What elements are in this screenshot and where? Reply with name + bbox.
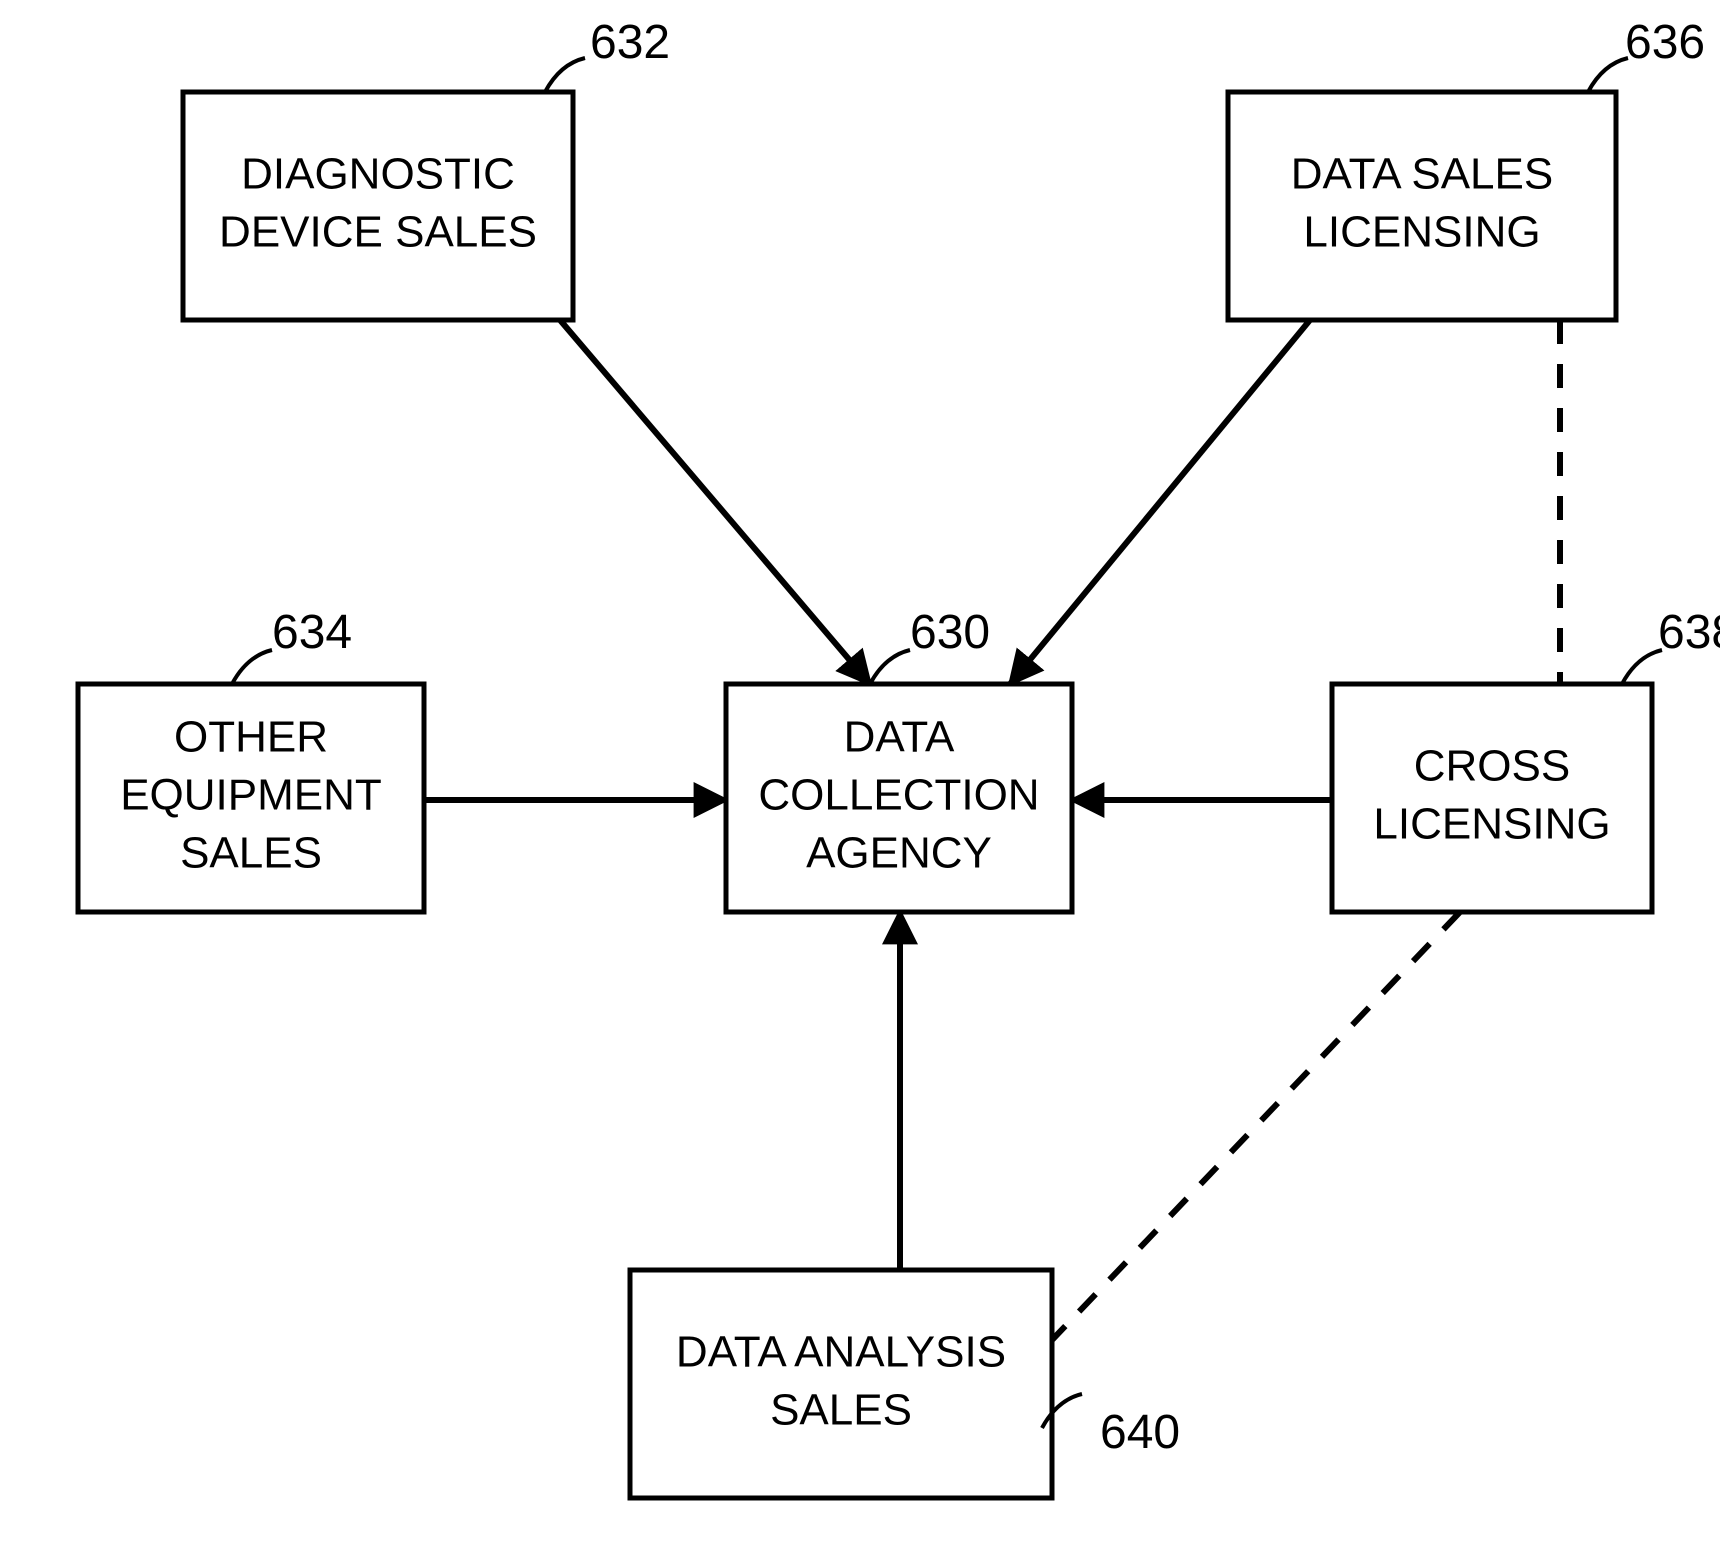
node-n638: CROSS LICENSING 638 <box>1332 606 1720 912</box>
ref-number: 632 <box>590 16 670 69</box>
node-label-line: COLLECTION <box>758 771 1039 820</box>
node-box <box>630 1270 1052 1498</box>
node-n630: DATA COLLECTION AGENCY 630 <box>726 606 1072 912</box>
ref-leader <box>1588 58 1628 92</box>
flowchart-diagram: DATA COLLECTION AGENCY 630 DIAGNOSTIC DEVICE … <box>0 0 1720 1552</box>
ref-leader <box>232 650 272 684</box>
ref-number: 636 <box>1625 16 1705 69</box>
ref-leader <box>545 58 585 92</box>
node-label-line: DATA SALES <box>1291 150 1553 199</box>
node-label-line: DATA ANALYSIS <box>676 1328 1006 1377</box>
node-n634: OTHER EQUIPMENT SALES 634 <box>78 606 424 912</box>
edge-n638-n640 <box>1052 912 1460 1340</box>
nodes-layer: DATA COLLECTION AGENCY 630 DIAGNOSTIC DEVICE … <box>78 16 1720 1498</box>
node-label-line: OTHER <box>174 713 328 762</box>
node-label-line: LICENSING <box>1373 800 1610 849</box>
node-label-line: CROSS <box>1414 742 1570 791</box>
node-label-line: SALES <box>180 829 322 878</box>
node-label-line: DATA <box>844 713 955 762</box>
ref-leader <box>870 650 910 684</box>
node-label-line: AGENCY <box>806 829 992 878</box>
edge-n632-n630 <box>560 320 870 684</box>
node-label-line: DIAGNOSTIC <box>241 150 515 199</box>
node-label-line: SALES <box>770 1386 912 1435</box>
edge-n636-n630 <box>1010 320 1310 684</box>
node-label-line: DEVICE SALES <box>219 208 537 257</box>
ref-number: 630 <box>910 606 990 659</box>
node-n632: DIAGNOSTIC DEVICE SALES 632 <box>183 16 670 320</box>
ref-number: 640 <box>1100 1406 1180 1459</box>
ref-number: 634 <box>272 606 352 659</box>
node-box <box>1332 684 1652 912</box>
node-box <box>1228 92 1616 320</box>
node-box <box>183 92 573 320</box>
node-label-line: EQUIPMENT <box>120 771 382 820</box>
node-label-line: LICENSING <box>1303 208 1540 257</box>
node-n636: DATA SALES LICENSING 636 <box>1228 16 1705 320</box>
ref-number: 638 <box>1658 606 1720 659</box>
node-n640: DATA ANALYSIS SALES 640 <box>630 1270 1180 1498</box>
ref-leader <box>1622 650 1662 684</box>
